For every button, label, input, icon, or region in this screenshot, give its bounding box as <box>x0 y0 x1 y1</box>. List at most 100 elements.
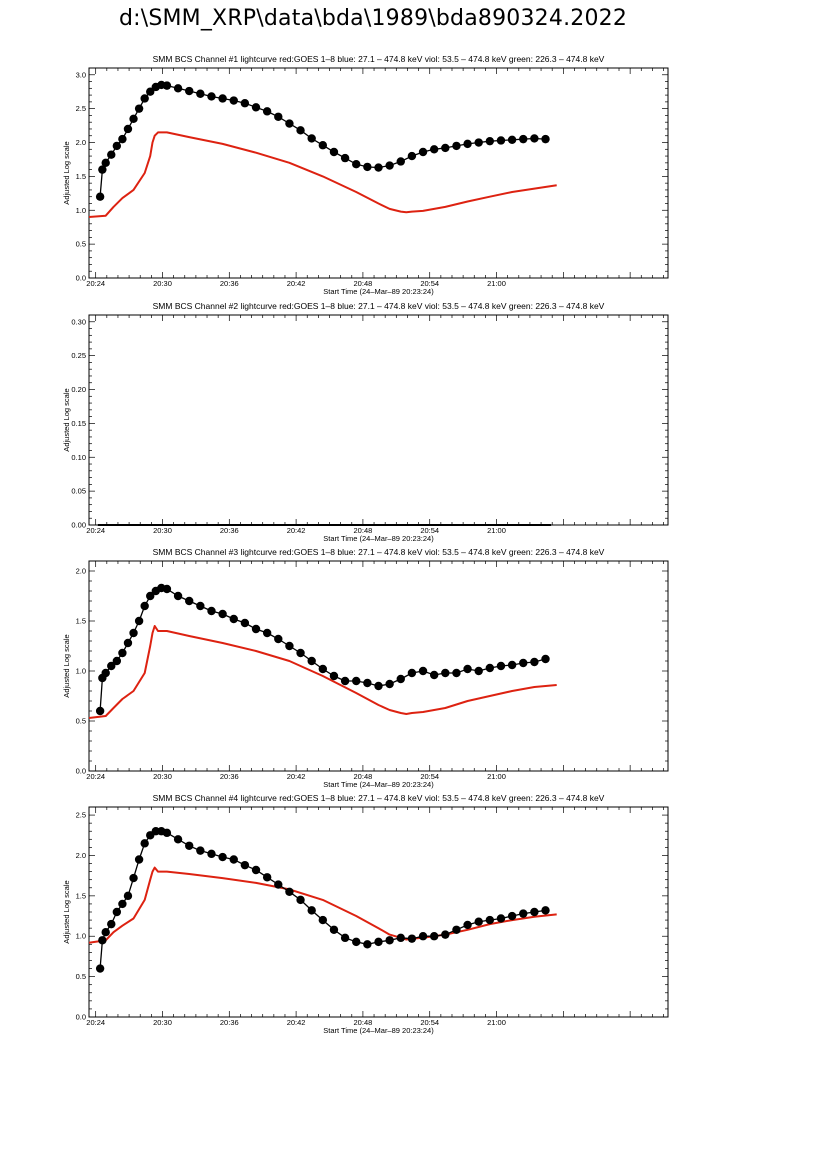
data-point <box>146 87 155 96</box>
data-point <box>396 157 405 166</box>
y-tick-label: 2.0 <box>76 851 86 860</box>
data-point <box>207 92 216 101</box>
data-point <box>519 134 528 144</box>
y-tick-label: 0.20 <box>71 385 86 394</box>
data-point <box>507 660 517 670</box>
data-point <box>474 917 483 926</box>
data-point <box>285 119 294 128</box>
data-point <box>374 937 383 947</box>
data-point <box>140 94 149 103</box>
plot-frame <box>88 560 669 772</box>
x-tick-label: 20:48 <box>354 772 373 781</box>
chart-panel-1: SMM BCS Channel #1 lightcurve red:GOES 1… <box>62 54 669 296</box>
y-tick-label: 0.0 <box>76 1013 86 1022</box>
data-point <box>429 932 439 941</box>
y-tick-label: 0.15 <box>71 419 86 428</box>
x-tick-label: 21:00 <box>487 279 506 288</box>
data-point <box>441 143 450 153</box>
data-point <box>146 591 155 601</box>
data-point <box>218 94 227 103</box>
x-tick-label: 20:36 <box>220 279 239 288</box>
y-tick-label: 0.0 <box>76 274 86 283</box>
data-point <box>207 606 216 616</box>
data-point <box>452 141 461 151</box>
x-axis-label: Start Time (24–Mar–89 20:23:24) <box>323 1026 434 1035</box>
data-point <box>507 911 517 921</box>
data-point <box>123 891 133 901</box>
data-point <box>519 909 528 918</box>
data-point <box>129 628 138 638</box>
data-point <box>262 107 272 116</box>
data-point <box>363 940 372 949</box>
data-point <box>118 134 127 144</box>
data-point <box>352 937 361 947</box>
data-point <box>134 616 144 626</box>
y-axis-label: Adjusted Log scale <box>62 141 71 204</box>
data-point <box>173 591 183 601</box>
data-point <box>185 86 194 96</box>
data-point <box>374 681 383 691</box>
chart-title: SMM BCS Channel #1 lightcurve red:GOES 1… <box>153 54 605 64</box>
y-tick-label: 1.0 <box>76 206 86 215</box>
data-point <box>173 84 183 93</box>
x-tick-label: 20:48 <box>354 279 373 288</box>
x-tick-label: 20:42 <box>287 1018 306 1027</box>
data-point <box>185 596 194 606</box>
data-point <box>429 670 439 680</box>
data-point <box>318 664 328 674</box>
y-tick-label: 1.0 <box>76 932 86 941</box>
x-tick-label: 20:24 <box>86 279 105 288</box>
data-point <box>307 656 316 666</box>
x-tick-label: 20:54 <box>420 1018 439 1027</box>
data-point <box>519 658 528 668</box>
series-line-red <box>88 625 557 719</box>
data-point <box>162 584 172 594</box>
x-tick-label: 20:48 <box>354 526 373 535</box>
data-point <box>496 914 506 923</box>
data-point <box>218 609 227 619</box>
data-point <box>274 634 283 644</box>
y-tick-label: 0.0 <box>76 767 86 776</box>
x-tick-label: 21:00 <box>487 526 506 535</box>
data-point <box>107 661 116 671</box>
chart-panel-4: SMM BCS Channel #4 lightcurve red:GOES 1… <box>62 793 669 1035</box>
data-point <box>240 860 250 870</box>
data-point <box>441 930 450 939</box>
data-point <box>485 136 495 146</box>
data-point <box>101 158 110 168</box>
data-point <box>251 624 261 634</box>
data-point <box>407 151 417 161</box>
x-tick-label: 20:24 <box>86 1018 105 1027</box>
chart-panel-2: SMM BCS Channel #2 lightcurve red:GOES 1… <box>62 301 669 543</box>
data-point <box>95 192 105 201</box>
data-point <box>474 138 483 147</box>
data-point <box>118 899 127 909</box>
data-point <box>363 162 372 172</box>
data-point <box>530 907 539 917</box>
data-point <box>240 618 250 628</box>
x-tick-label: 20:30 <box>153 526 172 535</box>
data-point <box>485 915 495 925</box>
data-point <box>429 145 439 154</box>
data-point <box>134 104 144 113</box>
chart-group: SMM BCS Channel #2 lightcurve red:GOES 1… <box>62 301 669 543</box>
data-point <box>112 907 122 917</box>
x-tick-label: 21:00 <box>487 772 506 781</box>
data-point <box>307 134 316 143</box>
y-tick-label: 1.5 <box>76 891 86 900</box>
plot-frame <box>88 314 669 526</box>
chart-title: SMM BCS Channel #3 lightcurve red:GOES 1… <box>153 547 605 557</box>
x-tick-label: 20:36 <box>220 526 239 535</box>
data-point <box>340 676 350 686</box>
data-point <box>107 919 116 929</box>
data-point <box>262 628 272 638</box>
data-point <box>98 936 107 945</box>
y-tick-label: 0.5 <box>76 240 86 249</box>
data-point <box>129 114 138 124</box>
data-point <box>363 678 372 688</box>
data-point <box>407 934 417 943</box>
data-point <box>123 124 133 134</box>
data-point <box>452 668 461 678</box>
data-point <box>318 915 328 925</box>
x-tick-label: 20:30 <box>153 279 172 288</box>
